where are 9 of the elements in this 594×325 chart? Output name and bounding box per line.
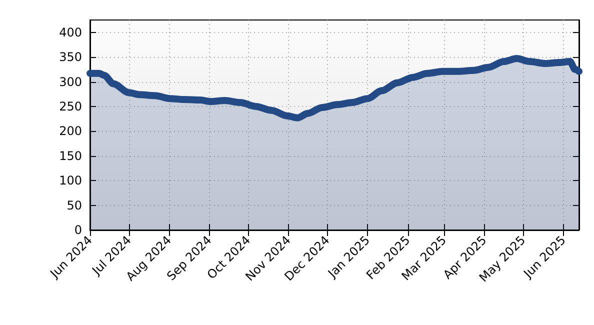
y-tick-label: 350 — [59, 50, 82, 64]
y-tick-label: 0 — [74, 223, 82, 237]
y-tick-label: 250 — [59, 99, 82, 114]
y-tick-label: 200 — [59, 124, 82, 138]
y-tick-label: 300 — [59, 74, 82, 89]
y-tick-label: 150 — [59, 148, 82, 163]
y-tick-label: 100 — [59, 174, 82, 188]
y-tick-label: 400 — [59, 25, 82, 40]
y-tick-label: 50 — [66, 198, 82, 212]
